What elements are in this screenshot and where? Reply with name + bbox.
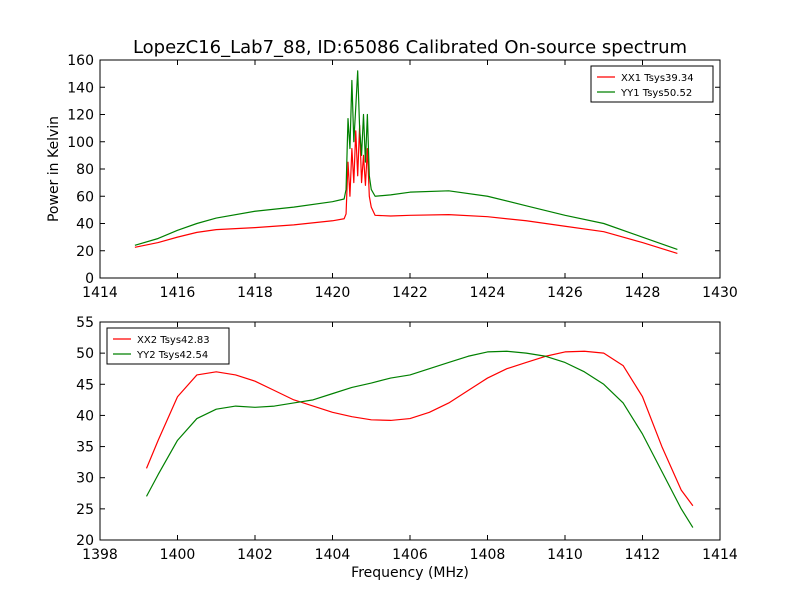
bottom-x-tick-label: 1414 bbox=[702, 547, 738, 563]
bottom-y-tick-label: 50 bbox=[76, 346, 94, 362]
bottom-y-tick-label: 40 bbox=[76, 408, 94, 424]
bottom-legend-label-1: XX2 Tsys42.83 bbox=[137, 335, 210, 346]
top-legend-label-1: XX1 Tsys39.34 bbox=[621, 73, 694, 84]
top-y-tick-label: 100 bbox=[67, 135, 94, 151]
bottom-series-line-1 bbox=[145, 350, 694, 507]
top-x-tick-label: 1430 bbox=[702, 285, 738, 301]
top-y-tick-label: 20 bbox=[76, 244, 94, 260]
bottom-panel: 1398 1400 1402 1404 1406 1408 1410 1412 1414 20 25… bbox=[76, 315, 738, 563]
top-x-tick-label: 1426 bbox=[547, 285, 583, 301]
bottom-x-tick-label: 1412 bbox=[625, 547, 661, 563]
top-legend-box bbox=[590, 65, 714, 103]
bottom-x-tick-label: 1400 bbox=[160, 547, 196, 563]
bottom-x-tick-label: 1398 bbox=[82, 547, 118, 563]
bottom-legend-label-2: YY2 Tsys42.54 bbox=[136, 350, 208, 361]
top-y-tick-label: 0 bbox=[85, 271, 94, 287]
top-x-tick-label: 1424 bbox=[470, 285, 506, 301]
bottom-legend-box bbox=[106, 327, 230, 365]
top-x-tick-label: 1420 bbox=[315, 285, 351, 301]
top-x-tick-label: 1418 bbox=[237, 285, 273, 301]
bottom-series-line-2 bbox=[145, 350, 694, 528]
top-y-axis-label: Power in Kelvin bbox=[46, 116, 62, 222]
top-legend: XX1 Tsys39.34 YY1 Tsys50.52 bbox=[590, 65, 714, 103]
bottom-y-tick-label: 55 bbox=[76, 315, 94, 331]
bottom-x-tick-label: 1404 bbox=[315, 547, 351, 563]
bottom-y-tick-label: 30 bbox=[76, 471, 94, 487]
chart-title: LopezC16_Lab7_88, ID:65086 Calibrated On… bbox=[133, 37, 687, 58]
bottom-x-tick-label: 1408 bbox=[470, 547, 506, 563]
top-y-tick-label: 120 bbox=[67, 108, 94, 124]
top-x-tick-label: 1422 bbox=[392, 285, 428, 301]
bottom-y-tick-label: 45 bbox=[76, 377, 94, 393]
top-y-tick-label: 80 bbox=[76, 162, 94, 178]
bottom-x-tick-label: 1406 bbox=[392, 547, 428, 563]
top-y-tick-label: 140 bbox=[67, 80, 94, 96]
bottom-x-tick-label: 1410 bbox=[547, 547, 583, 563]
top-x-tick-label: 1428 bbox=[625, 285, 661, 301]
bottom-y-tick-label: 25 bbox=[76, 502, 94, 518]
top-panel: 1414 1416 1418 1420 1422 1424 1426 1428 1430 0 20 4… bbox=[67, 53, 738, 301]
top-series-line-2 bbox=[134, 70, 678, 250]
bottom-x-axis-label: Frequency (MHz) bbox=[351, 565, 469, 581]
top-y-tick-label: 40 bbox=[76, 217, 94, 233]
top-x-tick-label: 1416 bbox=[160, 285, 196, 301]
bottom-y-tick-label: 20 bbox=[76, 533, 94, 549]
bottom-y-tick-label: 35 bbox=[76, 440, 94, 456]
top-y-tick-label: 160 bbox=[67, 53, 94, 69]
top-x-tick-label: 1414 bbox=[82, 285, 118, 301]
bottom-x-tick-label: 1402 bbox=[237, 547, 273, 563]
top-y-tick-label: 60 bbox=[76, 189, 94, 205]
bottom-legend: XX2 Tsys42.83 YY2 Tsys42.54 bbox=[106, 327, 230, 365]
top-legend-label-2: YY1 Tsys50.52 bbox=[620, 88, 692, 99]
